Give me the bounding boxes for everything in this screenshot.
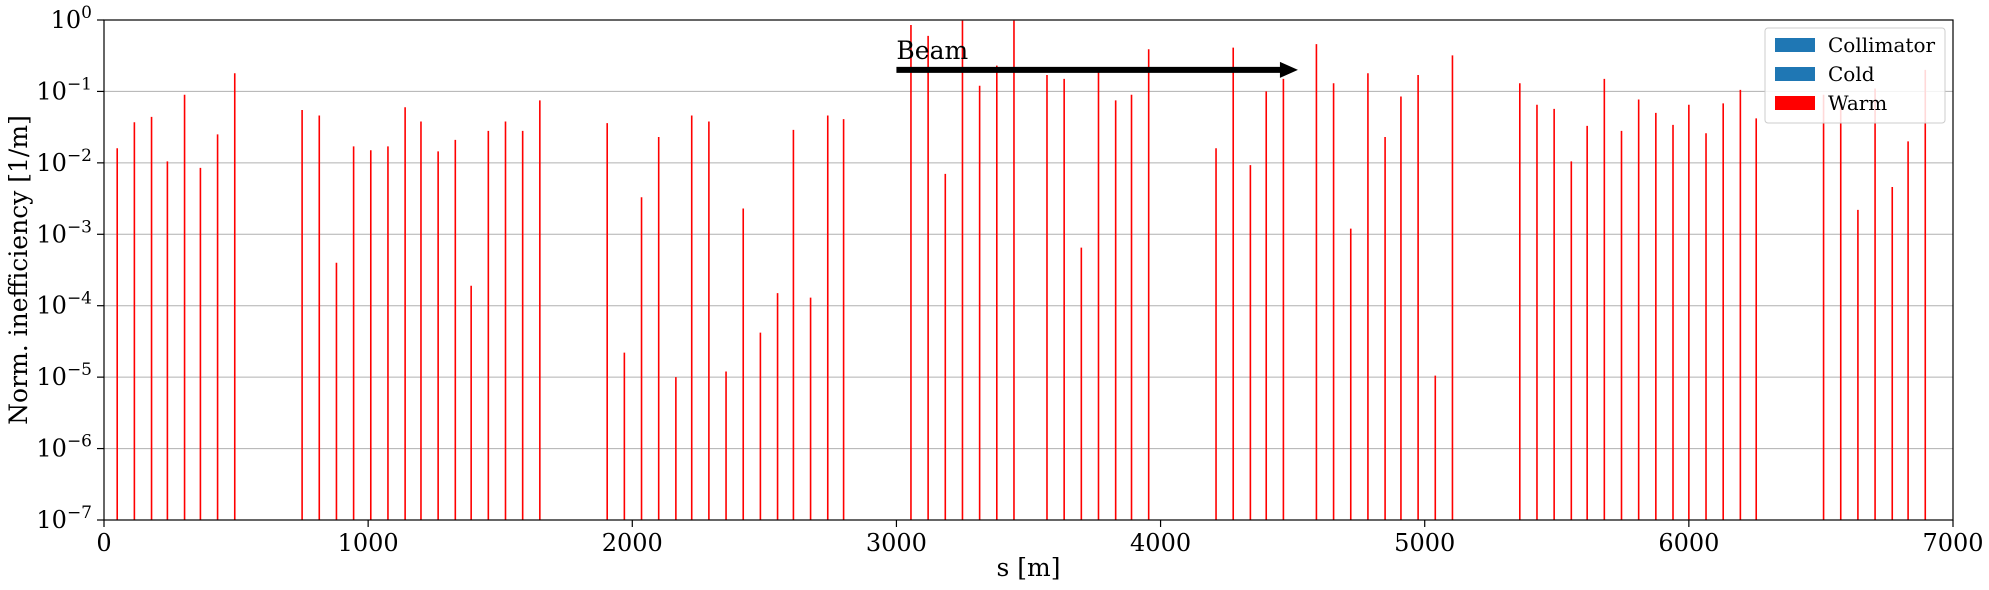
legend-label-2: Warm (1828, 91, 1887, 115)
legend: Collimator Cold Warm (1764, 27, 1946, 124)
y-tick-label-1: 10−6 (36, 432, 92, 463)
beam-label: Beam (896, 36, 968, 65)
y-axis-label: Norm. inefficiency [1/m] (4, 115, 33, 425)
y-tick-label-2: 10−5 (36, 360, 92, 391)
x-tick-label-3: 3000 (866, 529, 927, 557)
legend-label-0: Collimator (1828, 33, 1936, 57)
plot-frame (103, 19, 1954, 521)
x-tick-label-5: 5000 (1394, 529, 1455, 557)
y-gridlines (104, 19, 1953, 521)
x-tick-label-2: 2000 (602, 529, 663, 557)
x-tick-label-7: 7000 (1922, 529, 1983, 557)
y-tick-label-5: 10−2 (36, 146, 92, 177)
beam-arrow-head (1279, 61, 1298, 78)
x-tick-label-0: 0 (96, 529, 111, 557)
x-tick-label-1: 1000 (338, 529, 399, 557)
y-tick-label-0: 10−7 (36, 503, 92, 534)
y-tick-label-7: 100 (51, 3, 92, 34)
legend-label-1: Cold (1828, 62, 1875, 86)
legend-swatch-1 (1775, 67, 1815, 81)
x-tick-label-4: 4000 (1130, 529, 1191, 557)
legend-swatch-2 (1775, 96, 1815, 110)
beam-annotation: Beam (896, 36, 1298, 78)
x-tick-label-6: 6000 (1658, 529, 1719, 557)
y-tick-label-3: 10−4 (36, 289, 92, 320)
y-tick-label-6: 10−1 (36, 74, 92, 105)
axis-ticks: 0 1000 2000 3000 4000 5000 6000 7000 10−7 10−6 10−… (36, 3, 1983, 557)
legend-swatch-0 (1775, 38, 1815, 52)
loss-bars (116, 20, 1927, 520)
y-tick-label-4: 10−3 (36, 217, 92, 248)
x-axis-label: s [m] (997, 553, 1061, 582)
